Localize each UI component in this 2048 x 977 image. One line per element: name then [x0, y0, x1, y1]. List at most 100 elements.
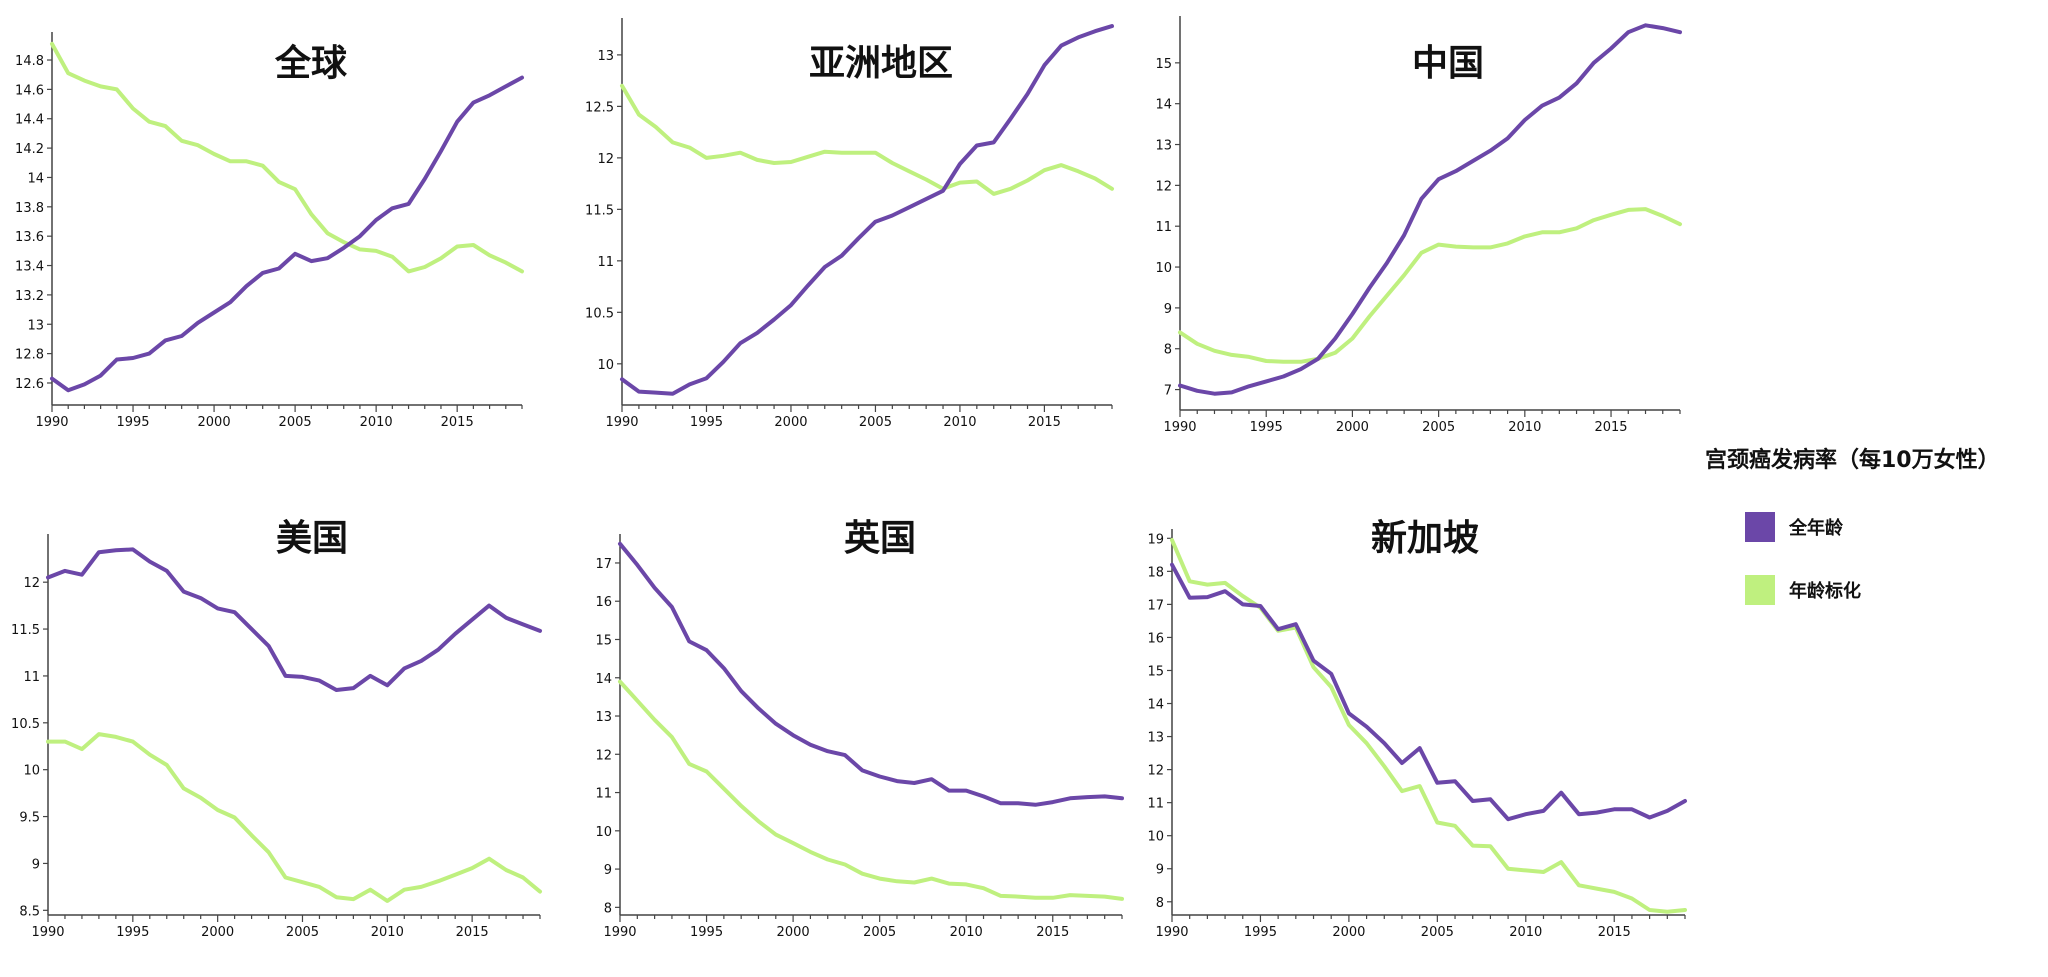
x-tick-label: 2015: [1036, 925, 1069, 940]
y-tick-label: 17: [595, 557, 612, 572]
x-tick-label: 1990: [1155, 925, 1188, 940]
y-tick-label: 14.8: [15, 54, 44, 69]
panel-singapore: 新加坡 8 9 10 11 12 13 14 15 16 17 18 19 1990 1995 2000 200…: [1147, 518, 1687, 940]
y-tick-label: 8: [604, 901, 612, 916]
y-tick-label: 11: [1155, 220, 1172, 235]
x-tick-label: 2000: [1336, 420, 1369, 435]
y-tick-label: 11: [597, 255, 614, 270]
x-tick-label: 2005: [859, 415, 892, 430]
series-line-age-standardized-asia: [620, 83, 1114, 196]
series-line-all-ages-singapore: [1170, 562, 1687, 822]
panel-china: 中国 7 8 9 10 11 12 13 14 15 1990 1995 2000 2005 2010 201…: [1155, 16, 1682, 435]
x-tick-label: 1990: [31, 925, 64, 940]
series-line-all-ages-uk: [618, 541, 1124, 807]
y-tick-label: 10.5: [11, 717, 40, 732]
y-tick-label: 12: [23, 576, 40, 591]
y-tick-label: 11.5: [585, 203, 614, 218]
y-tick-label: 14: [27, 171, 44, 186]
series-line-age-standardized-global: [50, 41, 524, 274]
y-tick-label: 14.2: [15, 142, 44, 157]
x-tick-label: 2015: [1028, 415, 1061, 430]
x-tick-label: 2005: [279, 415, 312, 430]
y-tick-label: 8: [1156, 896, 1164, 911]
series-line-age-standardized-uk: [618, 679, 1124, 901]
legend-label-age-standardized: 年龄标化: [1789, 580, 1861, 602]
x-tick-label: 2000: [777, 925, 810, 940]
panel-global: 全球 12.6 12.8 13 13.2 13.4 13.6 13.8 14 14.2 14.4 14…: [15, 32, 524, 430]
y-tick-label: 14: [1155, 98, 1172, 113]
legend: 宫颈癌发病率（每10万女性） 全年龄 年龄标化: [1705, 447, 2000, 605]
y-tick-label: 16: [1147, 631, 1164, 646]
x-tick-label: 1990: [1163, 420, 1196, 435]
x-tick-label: 2015: [456, 925, 489, 940]
x-tick-label: 2005: [863, 925, 896, 940]
x-tick-label: 1995: [690, 925, 723, 940]
y-tick-label: 11: [595, 787, 612, 802]
y-tick-label: 16: [595, 595, 612, 610]
y-tick-label: 13.6: [15, 230, 44, 245]
y-tick-label: 13.4: [15, 260, 44, 275]
series-line-all-ages-china: [1178, 23, 1682, 396]
x-tick-label: 2015: [441, 415, 474, 430]
y-tick-label: 12: [1155, 179, 1172, 194]
panel-title-singapore: 新加坡: [1371, 518, 1479, 559]
y-tick-label: 11.5: [11, 623, 40, 638]
y-tick-label: 9: [32, 857, 40, 872]
y-tick-label: 12: [595, 748, 612, 763]
y-tick-label: 9.5: [19, 811, 40, 826]
legend-swatch-all-ages: [1745, 512, 1775, 542]
y-tick-label: 12.6: [15, 377, 44, 392]
series-line-all-ages-usa: [46, 547, 542, 692]
y-tick-label: 8: [1164, 343, 1172, 358]
panel-title-usa: 美国: [276, 518, 348, 559]
y-tick-label: 18: [1147, 565, 1164, 580]
y-tick-label: 9: [1156, 863, 1164, 878]
y-tick-label: 17: [1147, 598, 1164, 613]
series-line-age-standardized-usa: [46, 732, 542, 903]
x-tick-label: 1990: [605, 415, 638, 430]
x-tick-label: 2000: [201, 925, 234, 940]
series-line-all-ages-global: [50, 75, 524, 393]
y-tick-label: 13: [597, 49, 614, 64]
y-tick-label: 10: [23, 764, 40, 779]
series-line-all-ages-asia: [620, 24, 1114, 396]
x-tick-label: 2015: [1598, 925, 1631, 940]
x-tick-label: 1995: [1244, 925, 1277, 940]
y-tick-label: 15: [1147, 664, 1164, 679]
x-tick-label: 2010: [1508, 420, 1541, 435]
x-tick-label: 2000: [774, 415, 807, 430]
legend-swatch-age-standardized: [1745, 575, 1775, 605]
y-tick-label: 10: [1155, 261, 1172, 276]
chart-panels: 全球 12.6 12.8 13 13.2 13.4 13.6 13.8 14 14.2 14.4 14…: [11, 16, 1687, 940]
y-tick-label: 12: [1147, 764, 1164, 779]
x-tick-label: 2005: [1421, 925, 1454, 940]
y-tick-label: 11: [1147, 797, 1164, 812]
y-tick-label: 9: [1164, 302, 1172, 317]
y-tick-label: 10.5: [585, 306, 614, 321]
y-tick-label: 15: [595, 633, 612, 648]
x-tick-label: 2010: [1509, 925, 1542, 940]
x-tick-label: 2000: [198, 415, 231, 430]
x-tick-label: 1990: [35, 415, 68, 430]
y-tick-label: 13.2: [15, 289, 44, 304]
y-tick-label: 13: [1155, 139, 1172, 154]
y-tick-label: 10: [595, 825, 612, 840]
x-tick-label: 2005: [1422, 420, 1455, 435]
panel-title-asia: 亚洲地区: [809, 43, 953, 84]
x-tick-label: 2010: [371, 925, 404, 940]
y-tick-label: 12.8: [15, 348, 44, 363]
y-tick-label: 13: [1147, 731, 1164, 746]
y-tick-label: 11: [23, 670, 40, 685]
legend-label-all-ages: 全年龄: [1788, 517, 1844, 539]
panel-title-china: 中国: [1412, 43, 1484, 84]
x-tick-label: 1995: [1250, 420, 1283, 435]
x-tick-label: 2015: [1594, 420, 1627, 435]
x-tick-label: 2010: [360, 415, 393, 430]
y-tick-label: 14.4: [15, 113, 44, 128]
y-tick-label: 8.5: [19, 904, 40, 919]
y-tick-label: 15: [1155, 57, 1172, 72]
y-tick-label: 14: [595, 672, 612, 687]
y-tick-label: 14.6: [15, 83, 44, 98]
series-line-age-standardized-china: [1178, 207, 1682, 364]
